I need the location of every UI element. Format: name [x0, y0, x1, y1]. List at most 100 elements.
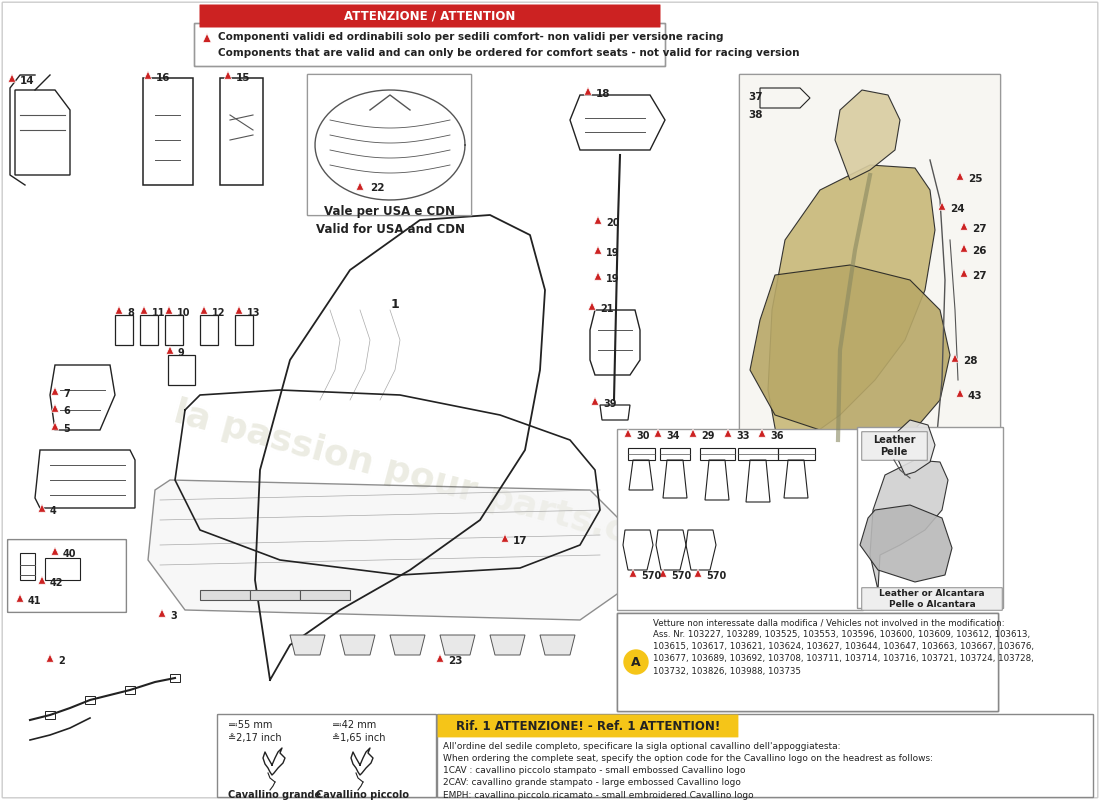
Polygon shape — [440, 635, 475, 655]
Polygon shape — [588, 302, 596, 310]
Polygon shape — [938, 202, 946, 210]
Polygon shape — [490, 635, 525, 655]
FancyBboxPatch shape — [861, 432, 927, 460]
Polygon shape — [200, 306, 208, 314]
Polygon shape — [540, 635, 575, 655]
Polygon shape — [8, 74, 15, 82]
Polygon shape — [158, 609, 166, 618]
Text: 27: 27 — [972, 271, 987, 281]
Text: 38: 38 — [748, 110, 762, 120]
Polygon shape — [594, 246, 602, 254]
Text: Vetture non interessate dalla modifica / Vehicles not involved in the modificati: Vetture non interessate dalla modifica /… — [653, 618, 1034, 675]
Polygon shape — [860, 505, 952, 582]
Text: 9: 9 — [178, 348, 185, 358]
Text: 19: 19 — [606, 274, 619, 284]
Text: 22: 22 — [370, 183, 385, 193]
FancyBboxPatch shape — [199, 5, 660, 27]
Polygon shape — [144, 71, 152, 79]
Polygon shape — [895, 420, 935, 475]
Polygon shape — [768, 165, 935, 455]
Text: 40: 40 — [63, 549, 77, 559]
Text: 42: 42 — [50, 578, 64, 588]
Polygon shape — [200, 590, 250, 600]
Polygon shape — [300, 590, 350, 600]
FancyBboxPatch shape — [739, 74, 1001, 486]
Text: la passion pour parts.com: la passion pour parts.com — [169, 395, 690, 565]
Text: 570: 570 — [706, 571, 726, 581]
Polygon shape — [436, 654, 444, 662]
Text: 14: 14 — [20, 76, 34, 86]
Polygon shape — [51, 422, 59, 430]
Text: Cavallino piccolo: Cavallino piccolo — [316, 790, 408, 800]
Polygon shape — [250, 590, 300, 600]
Text: 7: 7 — [63, 389, 69, 399]
Polygon shape — [624, 429, 631, 437]
Text: 29: 29 — [701, 431, 715, 441]
FancyBboxPatch shape — [438, 714, 738, 738]
FancyBboxPatch shape — [195, 23, 666, 66]
Polygon shape — [724, 429, 732, 437]
Text: 23: 23 — [448, 656, 462, 666]
Text: 12: 12 — [212, 308, 226, 318]
Polygon shape — [502, 534, 509, 542]
Polygon shape — [51, 404, 59, 412]
Polygon shape — [46, 654, 54, 662]
Text: A: A — [631, 655, 641, 669]
Text: Vale per USA e CDN
Valid for USA and CDN: Vale per USA e CDN Valid for USA and CDN — [316, 205, 464, 236]
FancyBboxPatch shape — [617, 430, 864, 610]
FancyBboxPatch shape — [438, 714, 1093, 798]
Polygon shape — [591, 397, 598, 405]
Text: 8: 8 — [126, 308, 134, 318]
FancyBboxPatch shape — [218, 714, 437, 798]
Polygon shape — [165, 306, 173, 314]
Polygon shape — [166, 346, 174, 354]
Polygon shape — [952, 354, 959, 362]
Text: 19: 19 — [606, 248, 619, 258]
Text: 34: 34 — [666, 431, 680, 441]
Text: 20: 20 — [606, 218, 619, 228]
Text: 33: 33 — [736, 431, 749, 441]
Polygon shape — [750, 265, 950, 440]
Text: ATTENZIONE / ATTENTION: ATTENZIONE / ATTENTION — [344, 10, 516, 22]
Text: Rif. 1 ATTENZIONE! - Ref. 1 ATTENTION!: Rif. 1 ATTENZIONE! - Ref. 1 ATTENTION! — [455, 719, 720, 733]
Text: 1: 1 — [390, 298, 399, 311]
Polygon shape — [870, 460, 948, 590]
Text: All'ordine del sedile completo, specificare la sigla optional cavallino dell'app: All'ordine del sedile completo, specific… — [443, 742, 933, 800]
Text: Components that are valid and can only be ordered for comfort seats - not valid : Components that are valid and can only b… — [218, 48, 800, 58]
Text: 18: 18 — [596, 89, 611, 99]
Text: 10: 10 — [177, 308, 190, 318]
Polygon shape — [235, 306, 243, 314]
Text: 4: 4 — [50, 506, 57, 516]
Text: 37: 37 — [748, 92, 762, 102]
Polygon shape — [148, 480, 640, 620]
Polygon shape — [694, 569, 702, 578]
Text: 41: 41 — [28, 596, 42, 606]
Polygon shape — [956, 172, 964, 180]
Polygon shape — [51, 547, 59, 555]
Polygon shape — [340, 635, 375, 655]
Polygon shape — [290, 635, 324, 655]
Polygon shape — [584, 87, 592, 95]
Text: 6: 6 — [63, 406, 69, 416]
Text: 15: 15 — [236, 73, 251, 83]
Polygon shape — [758, 429, 766, 437]
Polygon shape — [224, 71, 232, 79]
Circle shape — [624, 650, 648, 674]
Polygon shape — [956, 389, 964, 397]
Text: 43: 43 — [968, 391, 982, 401]
Polygon shape — [629, 569, 637, 578]
Polygon shape — [960, 244, 968, 252]
Text: 25: 25 — [968, 174, 982, 184]
Text: ≕55 mm
≗2,17 inch: ≕55 mm ≗2,17 inch — [228, 720, 282, 743]
Text: 3: 3 — [170, 611, 177, 621]
Text: 39: 39 — [603, 399, 616, 409]
Polygon shape — [116, 306, 123, 314]
Text: 16: 16 — [156, 73, 170, 83]
Polygon shape — [594, 272, 602, 280]
Text: 36: 36 — [770, 431, 783, 441]
Text: 17: 17 — [513, 536, 528, 546]
Text: 2: 2 — [58, 656, 65, 666]
Polygon shape — [140, 306, 147, 314]
Polygon shape — [835, 90, 900, 180]
Polygon shape — [39, 504, 46, 512]
